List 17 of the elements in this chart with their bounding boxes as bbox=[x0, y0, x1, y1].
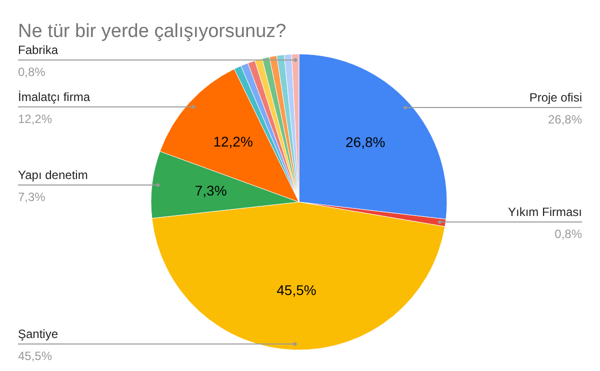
data-label: 26,8% bbox=[548, 112, 582, 127]
data-label: 7,3% bbox=[18, 190, 46, 204]
slice-label: Yapı denetim bbox=[18, 168, 88, 182]
text: 26,8% bbox=[345, 134, 386, 150]
slice-label: Proje ofisi bbox=[529, 90, 582, 105]
text: 45,5% bbox=[276, 282, 316, 298]
data-label: 0,8% bbox=[18, 64, 46, 79]
text: 7,3% bbox=[194, 182, 227, 198]
slice-label: Yıkım Firması bbox=[508, 205, 582, 220]
data-label: 0,8% bbox=[554, 227, 582, 242]
data-label: 45,5% bbox=[18, 349, 52, 364]
slice-label: Şantiye bbox=[18, 327, 58, 342]
chart-title: Ne tür bir yerde çalışıyorsunuz? bbox=[18, 21, 286, 42]
slice-label: İmalatçı firma bbox=[18, 90, 90, 104]
slice-label: Fabrika bbox=[18, 42, 58, 57]
data-label: 12,2% bbox=[18, 112, 52, 126]
text: 12,2% bbox=[213, 134, 253, 150]
